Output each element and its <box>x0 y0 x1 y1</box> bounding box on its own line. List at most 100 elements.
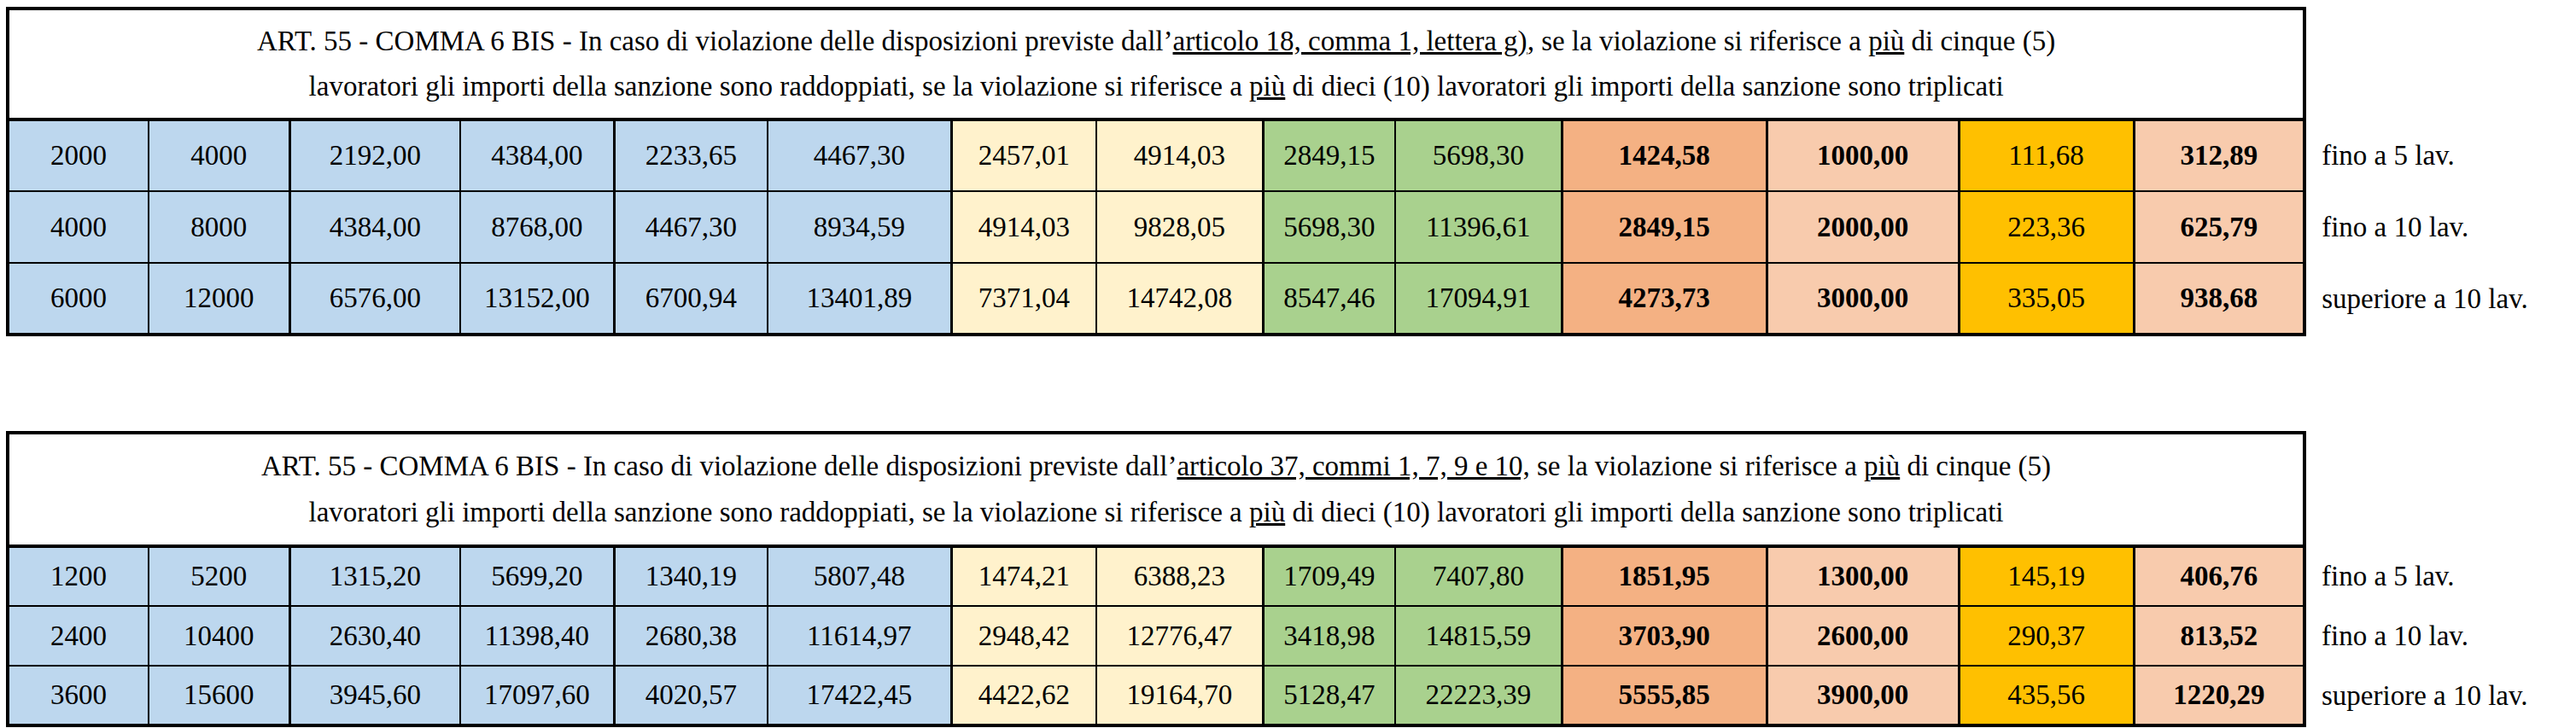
sanction-amount-cell: 5698,30 <box>1263 191 1395 263</box>
sanction-amount-cell: 290,37 <box>1959 606 2134 666</box>
header-underlined-text: più <box>1864 451 1900 481</box>
sanction-amount-cell: 2680,38 <box>614 606 768 666</box>
sanction-amount-cell: 2948,42 <box>951 606 1096 666</box>
sanction-amount-cell: 3900,00 <box>1767 666 1959 725</box>
worker-count-label: fino a 10 lav. <box>2304 191 2576 263</box>
sanction-amount-cell: 145,19 <box>1959 546 2134 606</box>
sanction-amount-cell: 5698,30 <box>1395 119 1562 191</box>
sanction-amount-cell: 3703,90 <box>1562 606 1767 666</box>
table-title: ART. 55 - COMMA 6 BIS - In caso di viola… <box>8 9 2304 119</box>
sanction-amount-cell: 6000 <box>8 263 149 335</box>
sanction-amount-cell: 2849,15 <box>1263 119 1395 191</box>
sanction-amount-cell: 4273,73 <box>1562 263 1767 335</box>
worker-count-label: superiore a 10 lav. <box>2304 263 2576 335</box>
sanction-amount-cell: 1315,20 <box>289 546 460 606</box>
header-text: di dieci (10) lavoratori gli importi del… <box>1285 497 2003 527</box>
sanction-amount-cell: 12776,47 <box>1096 606 1263 666</box>
sanction-amount-cell: 6700,94 <box>614 263 768 335</box>
sanction-amount-cell: 4467,30 <box>768 119 951 191</box>
sanction-amount-cell: 4422,62 <box>951 666 1096 725</box>
sanction-amount-cell: 1200 <box>8 546 149 606</box>
header-underlined-text: più <box>1249 497 1285 527</box>
sanction-amount-cell: 2457,01 <box>951 119 1096 191</box>
header-text: di cinque (5) <box>1900 451 2051 481</box>
sanction-amount-cell: 4914,03 <box>1096 119 1263 191</box>
sanction-amount-cell: 22223,39 <box>1395 666 1562 725</box>
sanction-amount-cell: 4384,00 <box>289 191 460 263</box>
header-underlined-text: articolo 37, commi 1, 7, 9 e 10, <box>1177 451 1529 481</box>
sanction-amount-cell: 17097,60 <box>460 666 614 725</box>
sanction-amount-cell: 312,89 <box>2134 119 2304 191</box>
header-text: lavoratori gli importi della sanzione so… <box>309 71 1250 102</box>
header-spacer <box>2304 433 2576 546</box>
sanction-amount-cell: 4000 <box>149 119 289 191</box>
sanction-amount-cell: 2400 <box>8 606 149 666</box>
worker-count-label: fino a 10 lav. <box>2304 606 2576 666</box>
sanction-amount-cell: 6576,00 <box>289 263 460 335</box>
table-row: 3600156003945,6017097,604020,5717422,454… <box>8 666 2576 725</box>
sanction-amount-cell: 11396,61 <box>1395 191 1562 263</box>
sanction-amount-cell: 5555,85 <box>1562 666 1767 725</box>
sanction-amount-cell: 938,68 <box>2134 263 2304 335</box>
table-row: 120052001315,205699,201340,195807,481474… <box>8 546 2576 606</box>
sanction-amount-cell: 2600,00 <box>1767 606 1959 666</box>
sanctions-table-articolo-18: ART. 55 - COMMA 6 BIS - In caso di viola… <box>6 7 2576 336</box>
sanction-amount-cell: 335,05 <box>1959 263 2134 335</box>
sanction-amount-cell: 2000,00 <box>1767 191 1959 263</box>
sanction-amount-cell: 8768,00 <box>460 191 614 263</box>
sanction-amount-cell: 14815,59 <box>1395 606 1562 666</box>
sanction-amount-cell: 223,36 <box>1959 191 2134 263</box>
sanction-amount-cell: 2630,40 <box>289 606 460 666</box>
sanction-amount-cell: 1340,19 <box>614 546 768 606</box>
sanction-amount-cell: 4914,03 <box>951 191 1096 263</box>
sanction-amount-cell: 4467,30 <box>614 191 768 263</box>
sanction-amount-cell: 3600 <box>8 666 149 725</box>
worker-count-label: superiore a 10 lav. <box>2304 666 2576 725</box>
sanction-amount-cell: 111,68 <box>1959 119 2134 191</box>
sanction-amount-cell: 3945,60 <box>289 666 460 725</box>
sanction-amount-cell: 11398,40 <box>460 606 614 666</box>
sanction-amount-cell: 3418,98 <box>1263 606 1395 666</box>
sanction-amount-cell: 17422,45 <box>768 666 951 725</box>
sanction-amount-cell: 1709,49 <box>1263 546 1395 606</box>
document-page: ART. 55 - COMMA 6 BIS - In caso di viola… <box>0 7 2576 728</box>
sanction-amount-cell: 4020,57 <box>614 666 768 725</box>
sanction-amount-cell: 435,56 <box>1959 666 2134 725</box>
sanction-amount-cell: 2233,65 <box>614 119 768 191</box>
sanction-amount-cell: 14742,08 <box>1096 263 1263 335</box>
sanction-amount-cell: 1220,29 <box>2134 666 2304 725</box>
sanction-amount-cell: 2000 <box>8 119 149 191</box>
sanction-amount-cell: 1851,95 <box>1562 546 1767 606</box>
sanction-amount-cell: 3000,00 <box>1767 263 1959 335</box>
sanction-amount-cell: 1474,21 <box>951 546 1096 606</box>
worker-count-label: fino a 5 lav. <box>2304 546 2576 606</box>
header-text: di cinque (5) <box>1904 26 2055 56</box>
worker-count-label: fino a 5 lav. <box>2304 119 2576 191</box>
sanctions-table-articolo-37: ART. 55 - COMMA 6 BIS - In caso di viola… <box>6 431 2576 727</box>
sanction-amount-cell: 11614,97 <box>768 606 951 666</box>
sanction-amount-cell: 19164,70 <box>1096 666 1263 725</box>
header-spacer <box>2304 9 2576 119</box>
table-title: ART. 55 - COMMA 6 BIS - In caso di viola… <box>8 433 2304 546</box>
sanction-amount-cell: 1424,58 <box>1562 119 1767 191</box>
table-row: 6000120006576,0013152,006700,9413401,897… <box>8 263 2576 335</box>
sanction-amount-cell: 12000 <box>149 263 289 335</box>
table-row: 400080004384,008768,004467,308934,594914… <box>8 191 2576 263</box>
sanction-amount-cell: 17094,91 <box>1395 263 1562 335</box>
sanction-amount-cell: 5128,47 <box>1263 666 1395 725</box>
sanction-amount-cell: 2192,00 <box>289 119 460 191</box>
sanction-amount-cell: 9828,05 <box>1096 191 1263 263</box>
sanction-amount-cell: 5699,20 <box>460 546 614 606</box>
sanction-amount-cell: 406,76 <box>2134 546 2304 606</box>
header-text: ART. 55 - COMMA 6 BIS - In caso di viola… <box>257 26 1173 56</box>
header-text: , se la violazione si riferisce a <box>1527 26 1869 56</box>
sanction-amount-cell: 813,52 <box>2134 606 2304 666</box>
sanction-amount-cell: 13401,89 <box>768 263 951 335</box>
sanction-amount-cell: 2849,15 <box>1562 191 1767 263</box>
sanction-amount-cell: 10400 <box>149 606 289 666</box>
sanction-amount-cell: 6388,23 <box>1096 546 1263 606</box>
table-header-row: ART. 55 - COMMA 6 BIS - In caso di viola… <box>8 433 2576 546</box>
sanction-amount-cell: 7407,80 <box>1395 546 1562 606</box>
table-row: 200040002192,004384,002233,654467,302457… <box>8 119 2576 191</box>
header-underlined-text: più <box>1868 26 1904 56</box>
